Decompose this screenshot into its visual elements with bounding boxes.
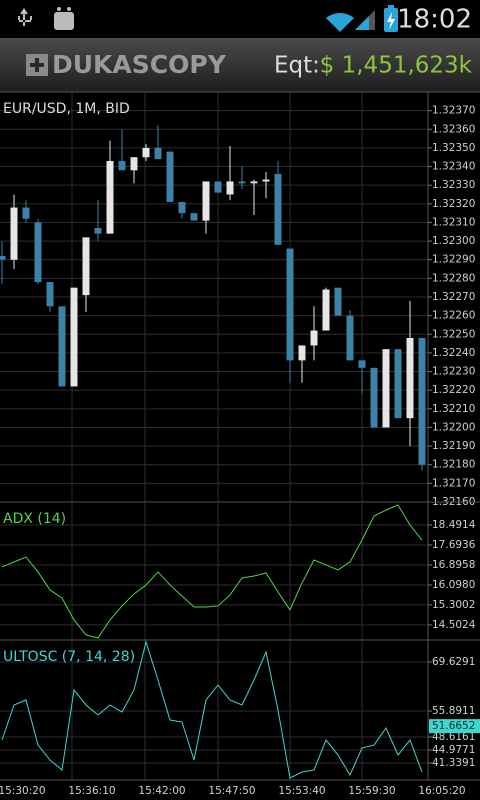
- current-value-box: [429, 719, 480, 734]
- y-tick-label: 1.32340: [432, 161, 475, 173]
- y-tick-label: 1.32300: [432, 235, 475, 247]
- candle-body: [190, 213, 198, 221]
- candle-body: [322, 289, 330, 331]
- y-tick-label: 69.6291: [432, 656, 475, 668]
- y-tick-label: 1.32240: [432, 347, 475, 359]
- candle-body: [310, 330, 318, 346]
- logo-text: DUKASCOPY: [52, 50, 227, 79]
- status-icons-right: [326, 5, 398, 33]
- y-tick-label: 1.32360: [432, 123, 475, 135]
- candle-body: [142, 147, 150, 158]
- candle-body: [274, 174, 282, 245]
- candle-body: [370, 367, 378, 428]
- x-tick-label: 15:59:30: [348, 785, 395, 797]
- current-value-label: 51.6652: [432, 720, 475, 732]
- y-tick-label: 1.32180: [432, 459, 475, 471]
- panel-title: ADX (14): [3, 511, 66, 527]
- y-tick-label: 1.32170: [432, 477, 475, 489]
- y-tick-label: 44.9771: [432, 744, 475, 756]
- panel-title: ULTOSC (7, 14, 28): [3, 649, 135, 665]
- candle-body: [70, 287, 78, 387]
- y-tick-label: 17.6936: [432, 539, 476, 551]
- y-tick-label: 1.32230: [432, 366, 475, 378]
- y-tick-label: 1.32200: [432, 421, 475, 433]
- status-time: 18:02: [397, 5, 472, 35]
- candle-body: [106, 160, 114, 234]
- candle-body: [286, 248, 294, 361]
- candle-body: [22, 207, 30, 219]
- x-tick-label: 15:42:00: [138, 785, 185, 797]
- candle-body: [94, 228, 102, 234]
- y-tick-label: 1.32350: [432, 142, 475, 154]
- y-tick-label: 16.0980: [432, 579, 475, 591]
- candle-body: [358, 360, 366, 368]
- y-tick-label: 1.32220: [432, 384, 475, 396]
- y-tick-label: 1.32250: [432, 328, 475, 340]
- candle-body: [298, 345, 306, 361]
- candle-body: [394, 349, 402, 419]
- y-tick-label: 1.32260: [432, 310, 475, 322]
- y-tick-label: 55.8911: [432, 705, 475, 717]
- candle-body: [178, 201, 186, 214]
- candle-body: [202, 181, 210, 221]
- candle-body: [154, 147, 162, 160]
- candle-body: [250, 181, 258, 184]
- candle-body: [46, 282, 54, 307]
- indicator-line: [1, 504, 423, 639]
- candle-body: [418, 338, 426, 465]
- candle-body: [34, 222, 42, 283]
- y-tick-label: 1.32270: [432, 291, 475, 303]
- y-tick-label: 1.32310: [432, 216, 475, 228]
- equity-value: $ 1,451,623k: [320, 53, 473, 79]
- status-bar: [0, 0, 480, 38]
- y-tick-label: 15.3002: [432, 599, 475, 611]
- candle-body: [382, 349, 390, 428]
- x-tick-label: 15:36:10: [68, 785, 115, 797]
- y-tick-label: 48.6161: [432, 731, 475, 743]
- header: [0, 38, 480, 92]
- y-tick-label: 1.32190: [432, 440, 475, 452]
- candle-body: [226, 181, 234, 195]
- y-tick-label: 41.3391: [432, 757, 475, 769]
- candle-body: [82, 237, 90, 296]
- x-tick-label: 15:53:40: [278, 785, 325, 797]
- candle-body: [10, 207, 18, 260]
- candle-body: [166, 151, 174, 202]
- y-tick-label: 16.8958: [432, 559, 475, 571]
- y-tick-label: 1.32290: [432, 254, 475, 266]
- indicator-line: [1, 640, 423, 779]
- candle-body: [214, 181, 222, 193]
- candle-body: [0, 256, 6, 260]
- y-tick-label: 14.5024: [432, 619, 476, 631]
- candle-body: [130, 157, 138, 171]
- x-tick-label: 16:05:20: [418, 785, 465, 797]
- x-tick-label: 15:47:50: [208, 785, 255, 797]
- x-tick-label: 15:30:20: [0, 785, 46, 797]
- status-icons-left: [18, 7, 74, 30]
- y-tick-label: 1.32280: [432, 272, 475, 284]
- candle-body: [262, 179, 270, 182]
- candle-body: [334, 287, 342, 316]
- candle-body: [58, 306, 66, 387]
- y-tick-label: 18.4914: [432, 519, 476, 531]
- y-tick-label: 1.32210: [432, 403, 475, 415]
- candle-body: [118, 160, 126, 171]
- y-tick-label: 1.32370: [432, 105, 475, 117]
- logo-cross: [30, 58, 44, 72]
- y-tick-label: 1.32320: [432, 198, 475, 210]
- candle-body: [346, 315, 354, 361]
- candle-body: [406, 338, 414, 419]
- candle-body: [238, 181, 246, 184]
- panel-title: EUR/USD, 1M, BID: [3, 101, 130, 117]
- y-tick-label: 1.32330: [432, 179, 475, 191]
- equity-label: Eqt:: [274, 53, 320, 79]
